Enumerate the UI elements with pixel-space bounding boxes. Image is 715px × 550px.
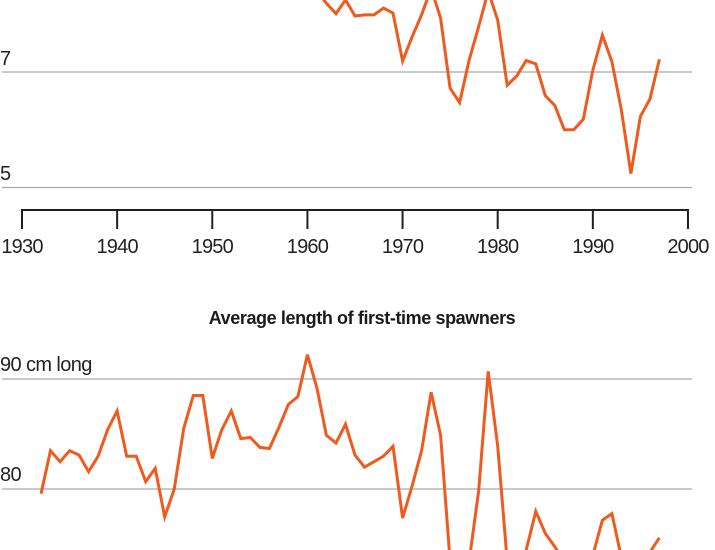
x-tick-label: 2000 xyxy=(667,236,709,258)
x-tick-label: 1960 xyxy=(287,236,329,258)
chart-title: Average length of first-time spawners xyxy=(209,308,516,328)
y-tick-label-5: 5 xyxy=(0,163,11,185)
x-tick-label: 1930 xyxy=(1,236,43,258)
x-tick-label: 1970 xyxy=(382,236,424,258)
bottom-chart: Average length of first-time spawners 90… xyxy=(0,308,692,550)
x-tick-label: 1940 xyxy=(96,236,138,258)
y-tick-label-90: 90 cm long xyxy=(0,354,92,376)
series-line-bottom xyxy=(39,354,661,550)
y-tick-label-7: 7 xyxy=(0,48,11,70)
series-line-top xyxy=(321,0,661,174)
x-tick-label: 1950 xyxy=(192,236,234,258)
top-chart: 7 5 1930 1940 1950 1960 1970 1980 1990 2000 xyxy=(0,0,710,258)
x-tick-label: 1990 xyxy=(572,236,614,258)
x-axis-ticks: 1930 1940 1950 1960 1970 1980 1990 2000 xyxy=(1,210,710,258)
x-tick-label: 1980 xyxy=(477,236,519,258)
y-tick-label-80: 80 xyxy=(0,464,22,486)
